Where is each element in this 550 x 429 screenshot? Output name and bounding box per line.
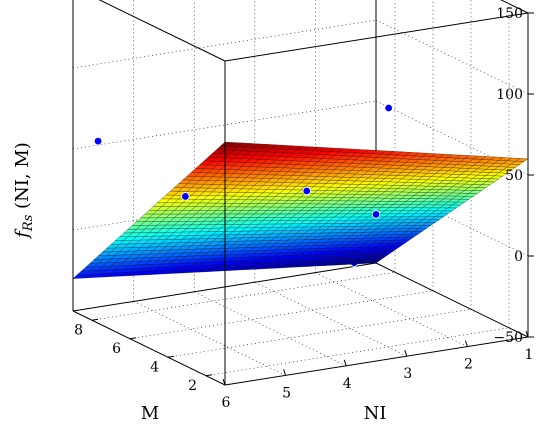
grid-line <box>129 290 434 340</box>
y-tick-label: 4 <box>343 376 352 392</box>
x-tick-mark <box>167 355 175 358</box>
y-tick-mark <box>283 369 287 376</box>
data-point <box>302 186 311 196</box>
surface-mesh <box>72 141 529 279</box>
x-tick-label: 4 <box>150 359 159 375</box>
z-axis-label: fRs (NI, M) <box>12 142 36 240</box>
grid-line <box>167 308 472 358</box>
x-axis-label: M <box>141 403 159 424</box>
box-edge <box>224 336 529 386</box>
x-tick-mark <box>91 318 99 321</box>
y-tick-mark <box>343 359 347 366</box>
z-tick-label: 150 <box>496 6 523 22</box>
points-front-of-surface <box>93 103 393 219</box>
grid-line <box>254 281 407 357</box>
x-tick-mark <box>205 374 213 377</box>
z-label-sub: Rs <box>21 214 36 232</box>
z-tick-label: 100 <box>496 87 523 103</box>
y-tick-mark <box>525 330 529 338</box>
y-tick-mark <box>222 378 226 386</box>
axes-front <box>72 0 534 386</box>
box-edge <box>500 0 529 14</box>
tick-labels: 150 100 50 0 −50 2 4 6 8 6 5 4 3 2 1 <box>74 6 533 411</box>
box-edge <box>72 310 226 386</box>
box-edge <box>375 262 529 338</box>
data-point <box>93 136 103 146</box>
y-tick-label: 5 <box>282 385 291 401</box>
z-tick-label: −50 <box>493 330 523 346</box>
grid-line <box>315 272 468 347</box>
grid-line <box>133 301 286 376</box>
y-tick-label: 6 <box>222 395 231 411</box>
data-point <box>384 103 393 113</box>
grid-line <box>91 271 396 321</box>
y-tick-label: 3 <box>403 366 412 382</box>
grid-line <box>375 19 529 95</box>
z-tick-label: 0 <box>514 249 523 265</box>
x-tick-label: 2 <box>188 378 197 394</box>
y-tick-mark <box>404 350 408 357</box>
box-edge <box>224 12 529 62</box>
grid-line <box>194 291 347 367</box>
x-tick-label: 6 <box>112 341 121 357</box>
z-tick-label: 50 <box>505 168 523 184</box>
y-tick-label: 2 <box>464 357 473 373</box>
y-tick-label: 1 <box>525 347 534 363</box>
data-point <box>181 192 190 201</box>
surface-cell <box>72 274 87 279</box>
z-label-args: (NI, M) <box>12 142 33 215</box>
y-axis-label: NI <box>364 403 387 424</box>
x-tick-label: 8 <box>74 322 83 338</box>
y-tick-mark <box>464 340 468 347</box>
data-point <box>371 210 381 219</box>
box-edge <box>98 0 226 62</box>
x-tick-mark <box>129 337 137 340</box>
